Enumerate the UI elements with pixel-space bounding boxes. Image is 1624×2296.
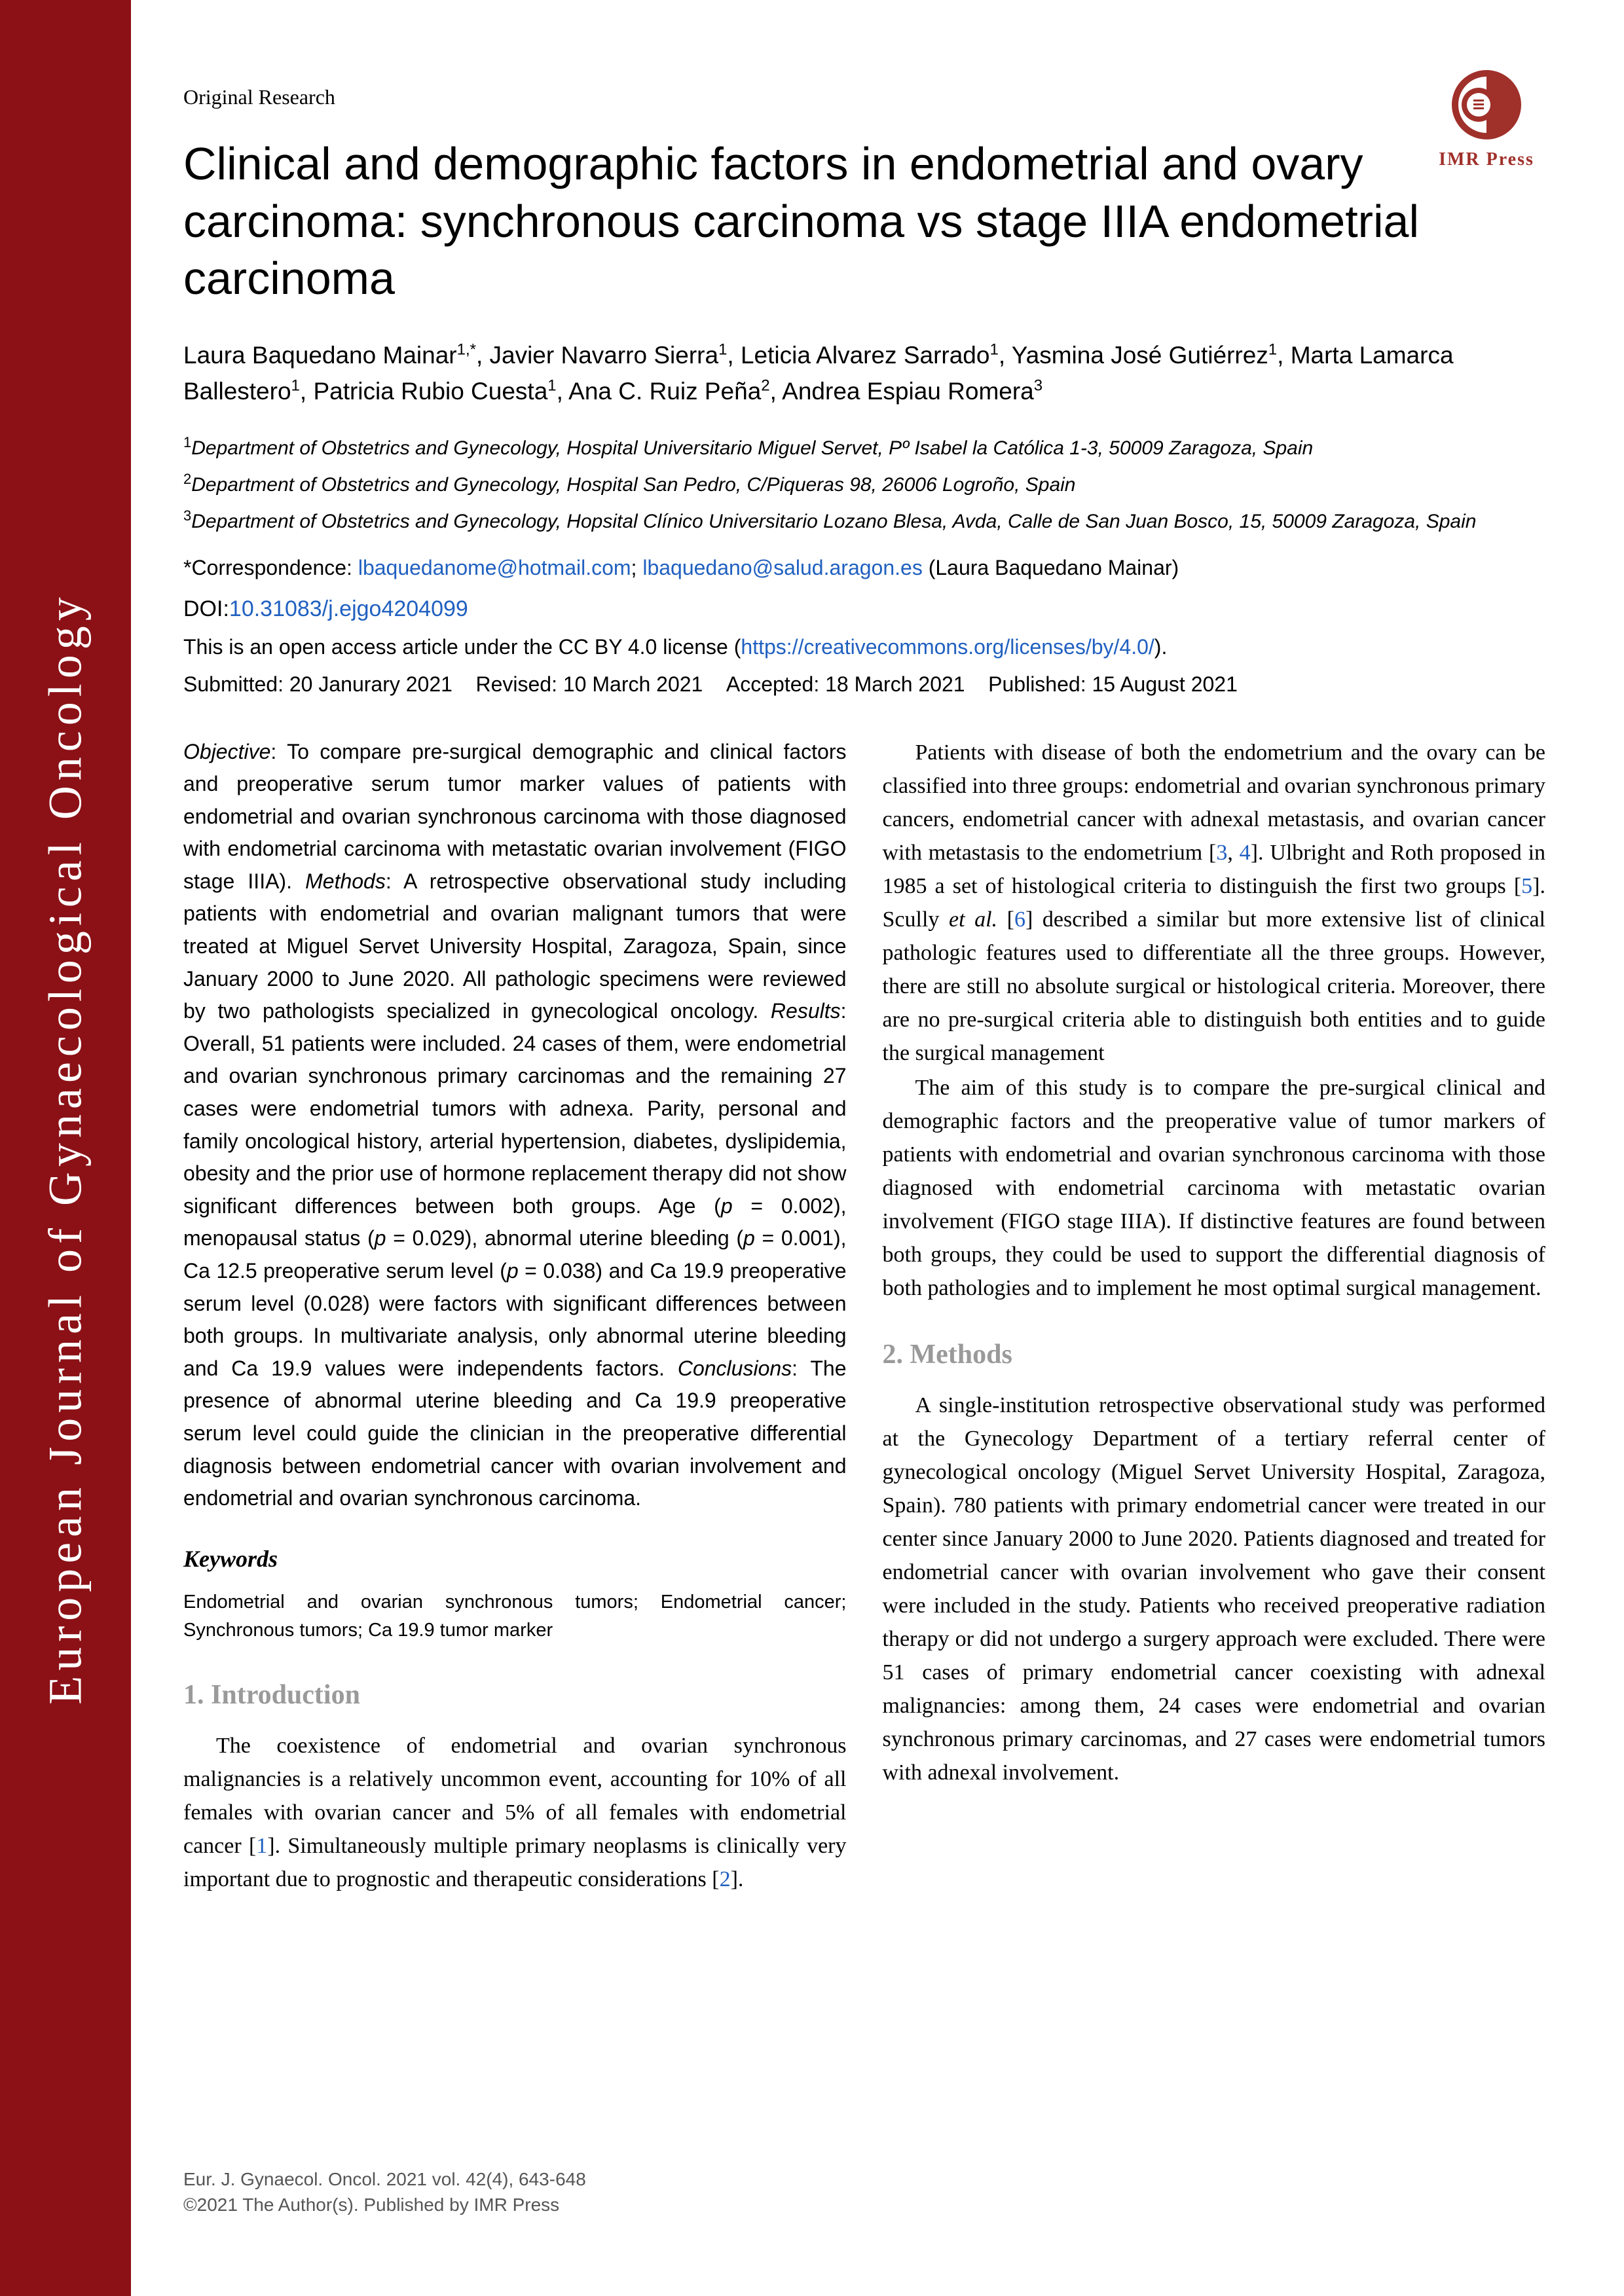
body-text: , bbox=[1227, 841, 1239, 865]
corr-email-link[interactable]: lbaquedanome@hotmail.com bbox=[358, 556, 631, 579]
p-value-symbol: p bbox=[507, 1259, 519, 1283]
date-submitted: Submitted: 20 Janurary 2021 bbox=[183, 672, 452, 696]
logo-icon bbox=[1447, 65, 1526, 144]
doi-label: DOI: bbox=[183, 596, 229, 621]
corr-email-link[interactable]: lbaquedano@salud.aragon.es bbox=[642, 556, 922, 579]
intro-body-continued: Patients with disease of both the endome… bbox=[883, 736, 1546, 1305]
journal-sidebar: European Journal of Gynaecological Oncol… bbox=[0, 0, 131, 2296]
publisher-logo: IMR Press bbox=[1428, 65, 1545, 170]
journal-name-vertical: European Journal of Gynaecological Oncol… bbox=[39, 592, 93, 1705]
doi-link[interactable]: 10.31083/j.ejgo4204099 bbox=[229, 596, 468, 621]
author-affil-sup: 1 bbox=[1268, 340, 1277, 358]
corr-name: (Laura Baquedano Mainar) bbox=[923, 556, 1179, 579]
correspondence: *Correspondence: lbaquedanome@hotmail.co… bbox=[183, 556, 1545, 580]
author: , Yasmina José Gutiérrez bbox=[999, 342, 1268, 369]
methods-heading: 2. Methods bbox=[883, 1334, 1546, 1376]
two-column-body: Objective: To compare pre-surgical demog… bbox=[183, 736, 1545, 1897]
author: , Ana C. Ruiz Peña bbox=[557, 378, 762, 405]
separator: ; bbox=[631, 556, 643, 579]
author-affil-sup: 1 bbox=[291, 377, 300, 395]
author-affil-sup: 1,* bbox=[457, 340, 476, 358]
author: Laura Baquedano Mainar bbox=[183, 342, 457, 369]
affil-text: Department of Obstetrics and Gynecology,… bbox=[191, 474, 1075, 496]
abstract-results-label: Results bbox=[771, 999, 841, 1023]
affil-num: 2 bbox=[183, 471, 191, 487]
license-link[interactable]: https://creativecommons.org/licenses/by/… bbox=[741, 635, 1154, 659]
p-value-symbol: p bbox=[375, 1226, 386, 1250]
methods-paragraph: A single-institution retrospective obser… bbox=[883, 1389, 1546, 1789]
affil-text: Department of Obstetrics and Gynecology,… bbox=[191, 511, 1476, 532]
et-al: et al. bbox=[949, 907, 997, 932]
main-content: IMR Press Original Research Clinical and… bbox=[183, 85, 1545, 1897]
abstract-conclusions-label: Conclusions bbox=[678, 1357, 792, 1380]
abstract: Objective: To compare pre-surgical demog… bbox=[183, 736, 847, 1515]
body-text: ]. bbox=[731, 1867, 744, 1891]
authors-list: Laura Baquedano Mainar1,*, Javier Navarr… bbox=[183, 337, 1545, 410]
intro-paragraph: Patients with disease of both the endome… bbox=[883, 736, 1546, 1070]
publication-dates: Submitted: 20 Janurary 2021 Revised: 10 … bbox=[183, 672, 1545, 697]
abstract-methods-label: Methods bbox=[305, 869, 386, 893]
p-value-symbol: p bbox=[743, 1226, 755, 1250]
article-type: Original Research bbox=[183, 85, 1545, 109]
left-column: Objective: To compare pre-surgical demog… bbox=[183, 736, 847, 1897]
author-affil-sup: 1 bbox=[718, 340, 727, 358]
corr-label: *Correspondence: bbox=[183, 556, 358, 579]
license-suffix: ). bbox=[1154, 635, 1168, 659]
author-affil-sup: 2 bbox=[761, 377, 769, 395]
intro-body: The coexistence of endometrial and ovari… bbox=[183, 1729, 847, 1896]
publisher-name: IMR Press bbox=[1428, 149, 1545, 170]
affiliation-line: 3Department of Obstetrics and Gynecology… bbox=[183, 503, 1545, 539]
keywords-heading: Keywords bbox=[183, 1541, 847, 1576]
author: , Andrea Espiau Romera bbox=[770, 378, 1034, 405]
author: , Leticia Alvarez Sarrado bbox=[727, 342, 989, 369]
abstract-results: = 0.029), abnormal uterine bleeding ( bbox=[386, 1226, 743, 1250]
citation-link[interactable]: 2 bbox=[720, 1867, 731, 1891]
date-accepted: Accepted: 18 March 2021 bbox=[726, 672, 965, 696]
affiliations: 1Department of Obstetrics and Gynecology… bbox=[183, 429, 1545, 539]
page-footer: Eur. J. Gynaecol. Oncol. 2021 vol. 42(4)… bbox=[183, 2166, 586, 2217]
footer-citation: Eur. J. Gynaecol. Oncol. 2021 vol. 42(4)… bbox=[183, 2166, 586, 2192]
author-affil-sup: 1 bbox=[989, 340, 998, 358]
keywords-list: Endometrial and ovarian synchronous tumo… bbox=[183, 1588, 847, 1645]
footer-copyright: ©2021 The Author(s). Published by IMR Pr… bbox=[183, 2192, 586, 2217]
author-affil-sup: 1 bbox=[547, 377, 556, 395]
affil-num: 3 bbox=[183, 507, 191, 524]
methods-body: A single-institution retrospective obser… bbox=[883, 1389, 1546, 1789]
doi-line: DOI:10.31083/j.ejgo4204099 bbox=[183, 596, 1545, 622]
author: , Patricia Rubio Cuesta bbox=[300, 378, 547, 405]
author-affil-sup: 3 bbox=[1034, 377, 1043, 395]
license-line: This is an open access article under the… bbox=[183, 635, 1545, 659]
citation-link[interactable]: 4 bbox=[1240, 841, 1251, 865]
citation-link[interactable]: 5 bbox=[1521, 874, 1532, 898]
license-text: This is an open access article under the… bbox=[183, 635, 741, 659]
abstract-objective-label: Objective bbox=[183, 740, 270, 763]
affiliation-line: 2Department of Obstetrics and Gynecology… bbox=[183, 466, 1545, 503]
p-value-symbol: p bbox=[721, 1194, 733, 1218]
date-published: Published: 15 August 2021 bbox=[988, 672, 1238, 696]
intro-paragraph: The aim of this study is to compare the … bbox=[883, 1071, 1546, 1305]
intro-paragraph: The coexistence of endometrial and ovari… bbox=[183, 1729, 847, 1896]
intro-heading: 1. Introduction bbox=[183, 1675, 847, 1716]
citation-link[interactable]: 6 bbox=[1014, 907, 1025, 932]
affil-num: 1 bbox=[183, 434, 191, 450]
right-column: Patients with disease of both the endome… bbox=[883, 736, 1546, 1897]
citation-link[interactable]: 1 bbox=[256, 1834, 267, 1858]
date-revised: Revised: 10 March 2021 bbox=[475, 672, 703, 696]
abstract-results: : Overall, 51 patients were included. 24… bbox=[183, 999, 847, 1218]
body-text: [ bbox=[997, 907, 1014, 932]
body-text: ]. Simultaneously multiple primary neopl… bbox=[183, 1834, 847, 1891]
affiliation-line: 1Department of Obstetrics and Gynecology… bbox=[183, 429, 1545, 466]
affil-text: Department of Obstetrics and Gynecology,… bbox=[191, 437, 1313, 459]
article-title: Clinical and demographic factors in endo… bbox=[183, 136, 1545, 308]
citation-link[interactable]: 3 bbox=[1216, 841, 1227, 865]
author: , Javier Navarro Sierra bbox=[476, 342, 718, 369]
